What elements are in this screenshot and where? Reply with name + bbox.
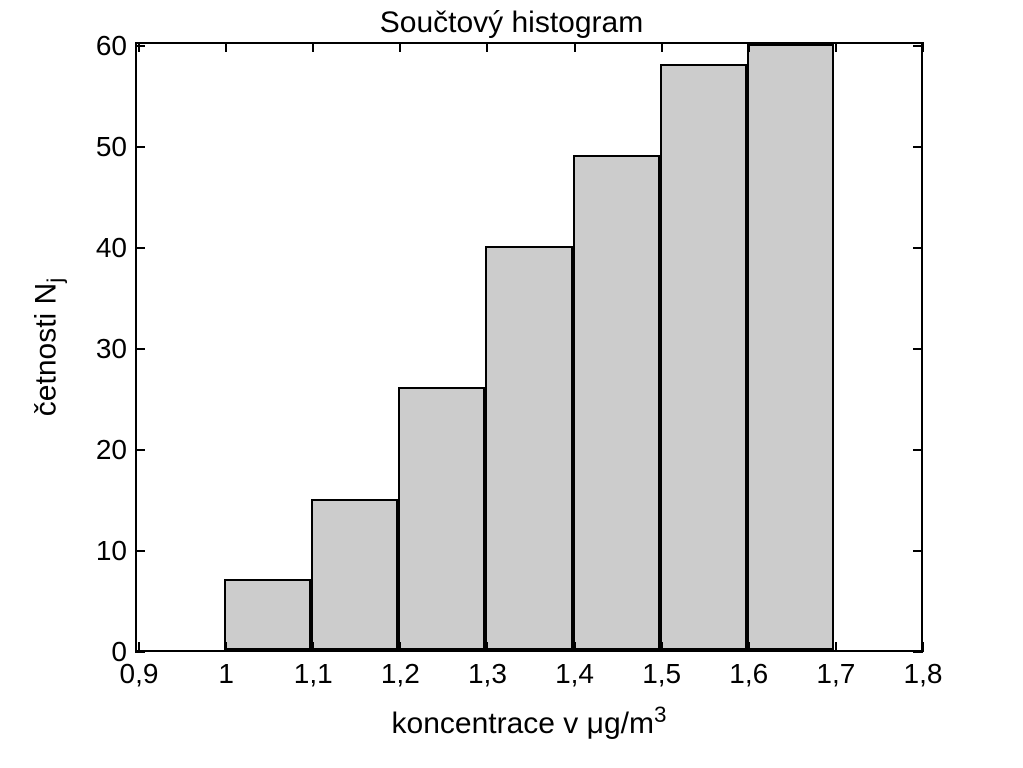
plot-area: 01020304050600,911,11,21,31,41,51,61,71,…: [135, 42, 923, 652]
y-tick-mark: [913, 449, 923, 451]
y-label-subscript: j: [43, 278, 68, 283]
y-tick-mark: [135, 146, 145, 148]
x-tick-label: 1,1: [294, 650, 333, 690]
y-tick-label: 20: [96, 434, 137, 466]
y-tick-mark: [135, 45, 145, 47]
y-axis-label: četnosti Nj: [30, 278, 69, 416]
bar: [485, 246, 572, 650]
y-tick-label: 10: [96, 535, 137, 567]
y-label-text: četnosti N: [30, 283, 63, 416]
x-tick-mark: [748, 42, 750, 52]
x-tick-mark: [486, 42, 488, 52]
y-tick-mark: [135, 550, 145, 552]
x-tick-mark: [225, 42, 227, 52]
x-label-text: koncentrace v: [392, 707, 587, 740]
x-label-superscript: 3: [654, 702, 667, 727]
x-tick-mark: [922, 42, 924, 52]
x-tick-mark: [835, 642, 837, 652]
bar: [311, 499, 398, 651]
x-tick-mark: [399, 642, 401, 652]
bar: [573, 155, 660, 650]
x-tick-mark: [748, 642, 750, 652]
x-tick-label: 1,2: [381, 650, 420, 690]
x-tick-mark: [922, 642, 924, 652]
x-axis-label: koncentrace v μg/m3: [392, 702, 667, 741]
x-tick-mark: [574, 642, 576, 652]
x-tick-mark: [399, 42, 401, 52]
bar: [747, 44, 834, 650]
y-tick-label: 60: [96, 30, 137, 62]
x-tick-mark: [138, 42, 140, 52]
x-tick-label: 1,3: [468, 650, 507, 690]
x-tick-label: 1,7: [816, 650, 855, 690]
x-tick-mark: [225, 642, 227, 652]
x-tick-label: 0,9: [120, 650, 159, 690]
y-tick-mark: [135, 247, 145, 249]
y-tick-label: 40: [96, 232, 137, 264]
chart-title: Součtový histogram: [0, 6, 1023, 40]
x-tick-label: 1,8: [904, 650, 943, 690]
x-tick-mark: [312, 642, 314, 652]
bar: [224, 579, 311, 650]
x-tick-label: 1: [218, 650, 234, 690]
histogram-chart: Součtový histogram 01020304050600,911,11…: [0, 0, 1023, 768]
x-tick-mark: [661, 642, 663, 652]
x-tick-label: 1,6: [729, 650, 768, 690]
mu-symbol: μ: [587, 707, 604, 740]
x-label-text: g/m: [604, 707, 654, 740]
y-tick-mark: [135, 348, 145, 350]
bar: [398, 387, 485, 650]
y-tick-mark: [135, 449, 145, 451]
y-tick-mark: [913, 348, 923, 350]
y-tick-mark: [913, 550, 923, 552]
y-tick-mark: [913, 146, 923, 148]
y-tick-label: 30: [96, 333, 137, 365]
x-tick-mark: [138, 642, 140, 652]
x-tick-mark: [312, 42, 314, 52]
x-tick-label: 1,5: [642, 650, 681, 690]
x-tick-mark: [835, 42, 837, 52]
y-tick-label: 50: [96, 131, 137, 163]
x-tick-mark: [486, 642, 488, 652]
y-tick-mark: [913, 247, 923, 249]
x-tick-label: 1,4: [555, 650, 594, 690]
x-tick-mark: [661, 42, 663, 52]
x-tick-mark: [574, 42, 576, 52]
bar: [660, 64, 747, 650]
